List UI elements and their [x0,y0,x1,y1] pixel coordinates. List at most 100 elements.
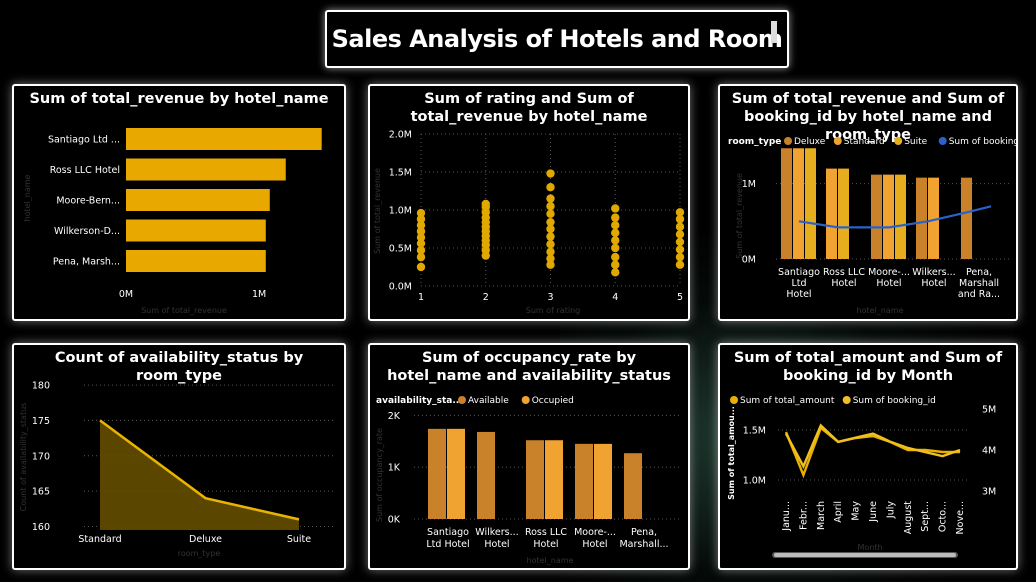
scatter-point [546,217,555,227]
y-tick-label: 0M [742,255,756,266]
x-tick-label: 5 [677,292,683,303]
y-tick-label: 1M [742,179,756,190]
y-tick-label: 1K [388,463,401,474]
occupancy-by-hotel-panel[interactable]: Sum of occupancy_rate by hotel_name and … [368,343,690,570]
bar-deluxe [916,177,927,259]
rating-revenue-chart: Sum of total_revenue Sum of rating 2.0M 1… [373,130,685,315]
panel-title: Sum of total_revenue and Sum of booking_… [731,91,1005,143]
bar-available [477,431,495,519]
amount-booking-month-panel[interactable]: Sum of total_amount and Sum of booking_i… [718,343,1018,570]
occupancy-by-hotel-chart: Sum of occupancy_rate hotel_name availab… [375,396,680,565]
bar-occupied [594,443,612,519]
y-tick-label: 160 [32,522,50,533]
y-tick-label: Santiago Ltd ... [48,135,120,146]
amount-booking-month-chart: Sum of total_amou... Month Sum of total_… [727,396,996,558]
x-tick-label: Standard [78,534,121,545]
bar-suite [838,168,849,259]
x-tick-label: Hotel [582,539,607,550]
legend-marker [833,137,842,145]
x-tick-label: March [816,501,827,530]
scatter-point [416,208,426,218]
availability-by-room-panel[interactable]: Count of availability_status by room_typ… [12,343,346,570]
bar-standard [928,177,939,259]
x-tick-label: Wilkers... [475,527,518,538]
legend-item: Sum of booking_id [853,396,936,406]
x-tick-label: Moore-... [868,267,910,278]
y-axis-label: Count of availability_status [19,403,28,512]
scatter-point [546,194,555,203]
scatter-point [546,183,555,192]
bar-standard [826,168,837,259]
y-tick-label: 0.0M [389,282,412,293]
panel-title: Count of availability_status by room_typ… [54,350,304,384]
y-tick-label-right: 4M [982,446,996,457]
bar-available [575,443,593,519]
bar [126,128,322,150]
x-tick-label: 2 [483,292,489,303]
scatter-point [546,202,555,211]
revenue-by-hotel-panel[interactable]: Sum of total_revenue by hotel_name hotel… [12,84,346,321]
legend-item: Sum of booking_id [949,137,1016,147]
x-tick-label: Marshall... [619,539,668,550]
legend-item: Deluxe [794,137,826,147]
legend-item: Sum of total_amount [740,396,835,406]
x-tick-label: April [833,501,844,523]
scatter-point [546,224,555,234]
bar-deluxe [871,174,882,259]
y-tick-label: 2K [388,411,401,422]
y-tick-label: Ross LLC Hotel [50,165,120,176]
scatter-point [611,221,620,230]
bar-deluxe [781,148,792,259]
x-tick-label: Suite [287,534,311,545]
scatter-point [611,204,620,213]
panel-title: Sum of total_revenue by hotel_name [29,91,329,107]
area-fill [100,420,299,530]
dashboard-title: Sales Analysis of Hotels and Room [325,10,789,68]
scatter-point [546,240,555,249]
y-tick-label: 1.5M [389,168,412,179]
x-tick-label: Pena, [966,267,992,278]
scatter-point [675,208,685,217]
legend-marker [842,396,851,404]
revenue-by-hotel-chart: hotel_name Sum of total_revenue Santiago… [23,128,322,315]
rating-revenue-panel[interactable]: Sum of rating and Sum of total_revenue b… [368,84,690,321]
dashboard-title-text: Sales Analysis of Hotels and Room [331,25,783,53]
y-axis-label: Sum of occupancy_rate [375,428,384,522]
scatter-point [675,222,685,231]
x-axis-label: hotel_name [857,306,904,315]
legend-item: Standard [844,137,885,147]
legend-marker [938,137,947,145]
scatter-point [416,246,426,255]
bar [126,158,286,181]
scrollbar-thumb[interactable] [774,553,956,557]
scatter-point [416,262,426,272]
scatter-point [675,237,685,247]
x-tick-label: May [851,501,862,521]
x-tick-label: Ross LLC [525,527,567,538]
x-tick-label: July [885,501,896,519]
revenue-booking-room-panel[interactable]: Sum of total_revenue and Sum of booking_… [718,84,1018,321]
legend-item: Occupied [532,396,574,406]
x-tick-label: June [868,501,879,523]
x-tick-label: Moore-... [574,527,616,538]
bar-occupied [447,428,465,519]
legend-marker [730,396,738,404]
x-tick-label: Pena, [631,527,657,538]
x-tick-label: Nove... [955,501,966,534]
scatter-point [611,228,620,237]
x-axis-label: Sum of total_revenue [141,306,227,315]
scatter-point [546,247,555,256]
scatter-point [546,232,555,241]
x-tick-label: 1 [418,292,424,303]
x-tick-label: 4 [612,292,618,303]
y-tick-label-right: 5M [982,405,996,416]
availability-by-room-chart: Count of availability_status room_type 1… [19,381,336,558]
scatter-point [416,227,426,236]
bar-suite [895,174,906,259]
y-tick-label: 170 [32,451,50,462]
scatter-point [675,230,685,239]
text-cursor-icon [771,21,777,43]
bar [126,189,270,211]
y-tick-label: 1.0M [389,206,412,217]
x-tick-label: 3 [547,292,553,303]
